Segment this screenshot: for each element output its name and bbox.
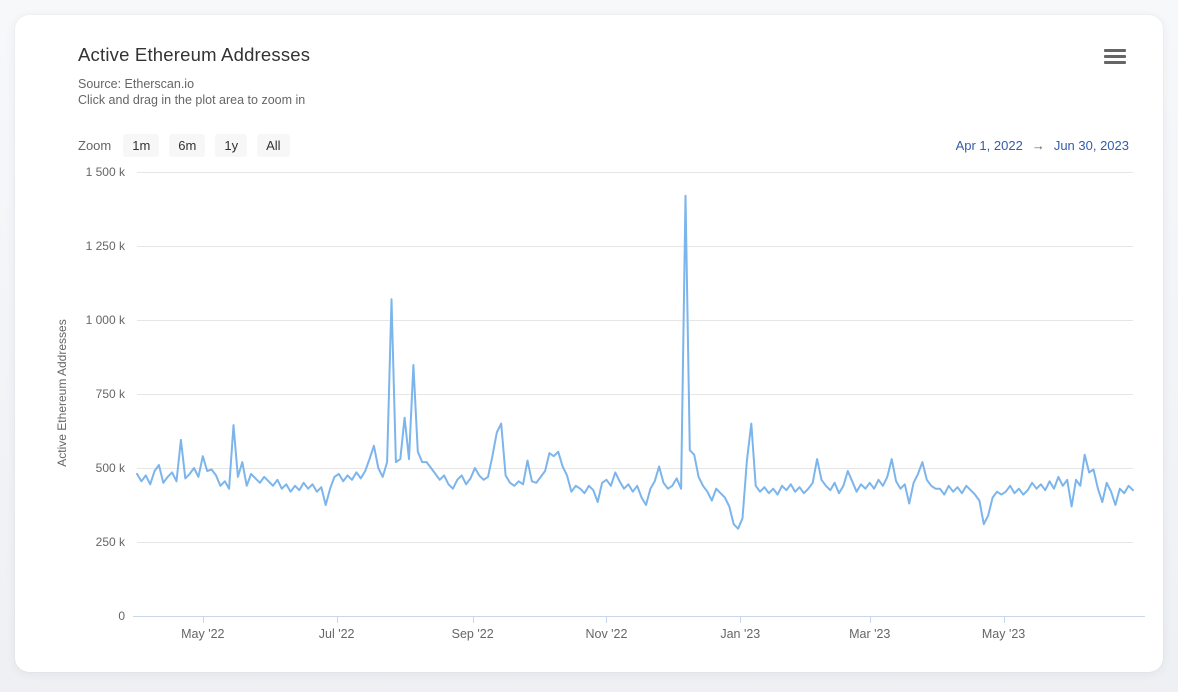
x-axis-label: Mar '23: [849, 627, 891, 641]
x-axis-label: May '22: [181, 627, 225, 641]
zoom-button-1m[interactable]: 1m: [123, 134, 160, 157]
series-line-active-ethereum-addresses: [136, 194, 1134, 530]
hamburger-menu-icon[interactable]: [1101, 45, 1129, 67]
y-axis-label: 750 k: [95, 387, 125, 401]
zoom-button-1y[interactable]: 1y: [215, 134, 248, 157]
zoom-label: Zoom: [78, 138, 112, 153]
chart-subtitle: Source: Etherscan.io Click and drag in t…: [78, 76, 305, 108]
y-axis-label: 1 250 k: [85, 239, 125, 253]
chart-plot-area[interactable]: [15, 15, 1163, 672]
range-arrow-icon: →: [1031, 138, 1045, 153]
zoom-toolbar: Zoom 1m 6m 1y All: [78, 134, 290, 157]
zoom-button-6m[interactable]: 6m: [169, 134, 206, 157]
hamburger-bar: [1104, 48, 1126, 52]
zoom-buttons-group: 1m 6m 1y All: [123, 134, 290, 157]
x-axis-label: Sep '22: [451, 627, 494, 641]
chart-source-line: Source: Etherscan.io: [78, 77, 195, 91]
x-axis-label: Jul '22: [318, 627, 355, 641]
x-axis-label: May '23: [981, 627, 1026, 641]
x-axis-label: Jan '23: [720, 627, 761, 641]
chart-card: Active Ethereum Addresses Source: Ethers…: [15, 15, 1163, 672]
chart-title: Active Ethereum Addresses: [78, 44, 311, 65]
y-axis-label: 1 000 k: [85, 313, 125, 327]
range-end-date[interactable]: Jun 30, 2023: [1053, 138, 1129, 153]
y-axis-label: 0: [118, 609, 125, 623]
date-range-selector: Apr 1, 2022 → Jun 30, 2023: [956, 138, 1129, 153]
y-axis-label: 500 k: [95, 461, 125, 475]
hamburger-bar: [1104, 60, 1126, 64]
y-axis-label: 1 500 k: [85, 165, 125, 179]
hamburger-bar: [1104, 54, 1126, 58]
range-start-date[interactable]: Apr 1, 2022: [955, 138, 1023, 153]
x-axis-label: Nov '22: [585, 627, 628, 641]
y-axis-label: 250 k: [95, 535, 125, 549]
chart-hint-line: Click and drag in the plot area to zoom …: [78, 93, 306, 107]
zoom-button-all[interactable]: All: [257, 134, 290, 157]
